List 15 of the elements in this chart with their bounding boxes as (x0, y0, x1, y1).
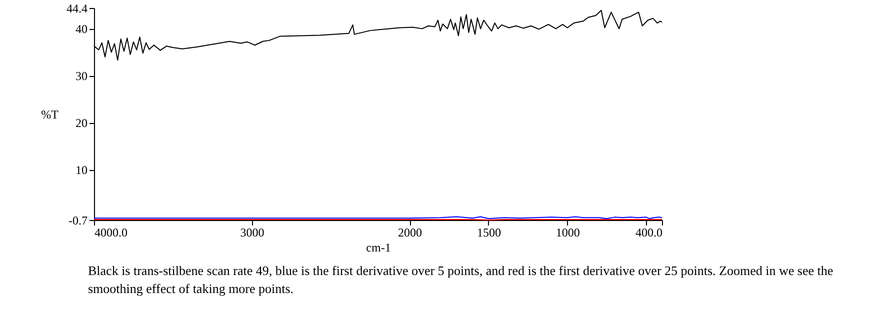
y-tick-label: 30 (76, 69, 88, 84)
text: Black is trans-stilbene scan rate 49, blue is the first derivative over 5 points, and red is the first derivative over 25 points. Zoomed in we see the smoothing effect of taking more points. (88, 262, 834, 298)
x-axis-title: cm-1 (366, 240, 391, 254)
x-tick-label: 1000 (556, 226, 580, 240)
y-axis-title: %T (41, 108, 60, 122)
y-tick-label: 10 (76, 163, 88, 178)
y-tick-label: 44.4 (66, 2, 88, 16)
x-tick-label: 2000 (398, 226, 422, 240)
y-tick-label: 40 (76, 22, 88, 36)
x-tick-label: 400.0 (636, 226, 662, 240)
y-tick-label: 20 (76, 116, 88, 130)
x-tick-label: 4000.0 (94, 226, 128, 240)
y-tick-label: -0.7 (68, 214, 88, 228)
x-tick-label: 1500 (476, 226, 501, 240)
x-tick-label: 3000 (240, 226, 264, 240)
